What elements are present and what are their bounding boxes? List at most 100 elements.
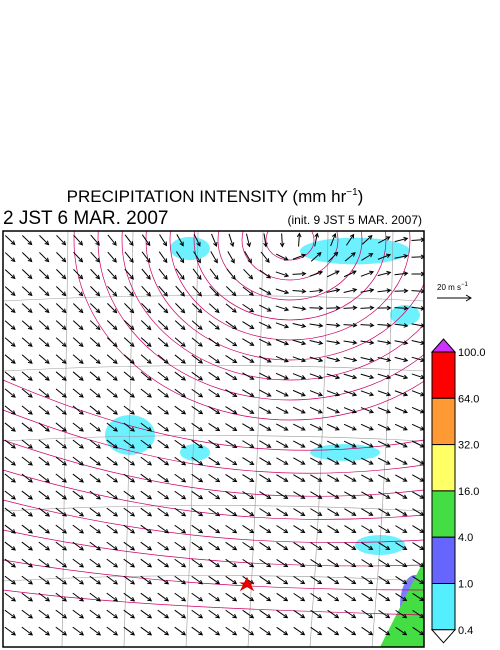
wind-head [78, 393, 84, 398]
wind-arrow [292, 406, 306, 414]
wind-arrow [21, 269, 33, 279]
wind-head [350, 252, 356, 257]
wind-arrow [38, 541, 50, 551]
wind-arrow [56, 252, 66, 262]
title-close: ) [358, 187, 364, 206]
wind-arrow [242, 474, 254, 482]
grid-line [185, 231, 199, 647]
wind-head [96, 461, 101, 466]
wind-arrow [293, 457, 305, 465]
wind-head [214, 291, 220, 297]
wind-arrow [292, 273, 306, 275]
wind-arrow [276, 491, 288, 499]
isobar [169, 231, 411, 341]
wind-arrow [191, 354, 203, 364]
wind-head [215, 375, 221, 381]
wind-arrow [343, 357, 357, 361]
wind-head [402, 630, 408, 636]
wind-head [130, 631, 136, 636]
wind-head [181, 511, 187, 517]
wind-arrow [345, 234, 355, 246]
wind-head [147, 444, 153, 449]
wind-arrow [378, 592, 390, 602]
wind-arrow [174, 456, 186, 466]
wind-arrow [4, 439, 16, 449]
wind-arrow [107, 285, 117, 297]
wind-head [112, 257, 117, 263]
wind-head [249, 341, 255, 346]
wind-head [197, 308, 203, 314]
wind-head [164, 460, 170, 466]
wind-head [420, 306, 424, 311]
wind-head [45, 495, 50, 500]
wind-head [27, 376, 33, 381]
wind-head [113, 495, 119, 500]
wind-arrow [309, 423, 323, 431]
wind-head [368, 426, 374, 431]
wind-head [283, 426, 289, 431]
wind-arrow [259, 406, 271, 414]
wind-head [113, 563, 119, 568]
grid-line [3, 295, 424, 302]
wind-head [317, 562, 323, 568]
wind-arrow [259, 508, 271, 516]
wind-head [334, 562, 340, 568]
wind-arrow [175, 268, 185, 280]
wind-arrow [298, 233, 300, 247]
wind-head [113, 631, 119, 636]
wind-arrow [191, 337, 203, 347]
wind-arrow [242, 558, 254, 568]
wind-arrow [72, 558, 84, 568]
wind-head [334, 409, 340, 414]
wind-head [249, 477, 255, 483]
wind-arrow [38, 303, 50, 313]
wind-head [284, 323, 290, 329]
wind-arrow [208, 405, 220, 415]
wind-head [334, 460, 340, 465]
wind-head [318, 374, 324, 380]
wind-arrow [242, 541, 254, 551]
wind-arrow [258, 338, 272, 346]
wind-head [232, 358, 238, 364]
wind-head [79, 495, 85, 500]
wind-arrow [191, 541, 203, 551]
wind-arrow [140, 507, 152, 517]
init-time: (init. 9 JST 5 MAR. 2007) [288, 213, 423, 227]
wind-head [368, 528, 374, 533]
wind-arrow [55, 388, 67, 398]
wind-arrow [73, 286, 83, 296]
wind-arrow [276, 626, 288, 636]
wind-head [351, 562, 357, 568]
wind-arrow [344, 474, 356, 482]
wind-arrow [123, 337, 135, 347]
wind-head [164, 477, 170, 483]
wind-arrow [89, 405, 101, 415]
wind-head [27, 325, 33, 331]
wind-head [301, 271, 307, 277]
wind-head [229, 242, 235, 248]
wind-head [130, 579, 136, 585]
wind-arrow [377, 340, 391, 344]
wind-head [78, 274, 84, 280]
wind-head [96, 563, 102, 568]
wind-arrow [395, 508, 407, 516]
wind-arrow [191, 490, 203, 500]
wind-head [45, 614, 51, 619]
wind-head [402, 579, 408, 585]
wind-head [95, 342, 101, 348]
wind-head [249, 324, 255, 329]
wind-arrow [411, 290, 424, 292]
wind-head [163, 359, 169, 364]
wind-arrow [123, 558, 135, 568]
wind-arrow [124, 285, 134, 297]
wind-arrow [242, 609, 254, 619]
wind-head [215, 596, 221, 602]
wind-arrow [4, 558, 16, 568]
wind-arrow [281, 233, 283, 247]
wind-head [130, 596, 136, 602]
wind-arrow [157, 371, 169, 381]
wind-arrow [191, 626, 203, 636]
wind-head [301, 306, 307, 311]
wind-head [181, 630, 187, 636]
